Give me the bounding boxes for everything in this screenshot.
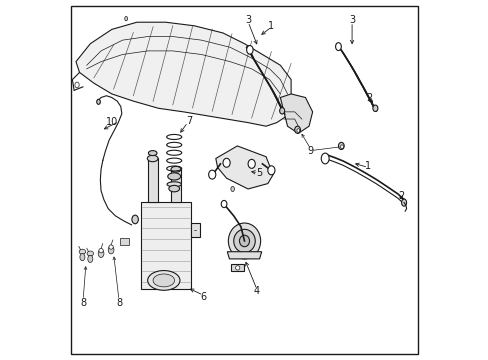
Polygon shape bbox=[215, 146, 273, 189]
Ellipse shape bbox=[79, 249, 85, 254]
Ellipse shape bbox=[98, 249, 104, 257]
Ellipse shape bbox=[148, 150, 157, 156]
Ellipse shape bbox=[340, 145, 343, 148]
Ellipse shape bbox=[167, 182, 181, 187]
Ellipse shape bbox=[87, 251, 93, 256]
Ellipse shape bbox=[108, 246, 114, 254]
Ellipse shape bbox=[267, 166, 274, 175]
Ellipse shape bbox=[279, 108, 284, 114]
Ellipse shape bbox=[230, 186, 234, 192]
Ellipse shape bbox=[338, 142, 344, 149]
Ellipse shape bbox=[80, 253, 85, 261]
Text: 7: 7 bbox=[185, 116, 192, 126]
Ellipse shape bbox=[171, 166, 181, 172]
Polygon shape bbox=[120, 238, 129, 245]
Polygon shape bbox=[76, 22, 290, 126]
Ellipse shape bbox=[223, 158, 230, 167]
Polygon shape bbox=[171, 169, 180, 202]
Ellipse shape bbox=[228, 223, 260, 259]
Ellipse shape bbox=[97, 99, 100, 104]
Ellipse shape bbox=[235, 266, 239, 270]
Ellipse shape bbox=[294, 126, 300, 134]
Ellipse shape bbox=[372, 105, 377, 112]
Text: 6: 6 bbox=[200, 292, 206, 302]
Text: 10: 10 bbox=[105, 117, 118, 127]
Ellipse shape bbox=[247, 159, 255, 168]
Text: 4: 4 bbox=[253, 286, 260, 296]
Ellipse shape bbox=[168, 185, 179, 192]
Polygon shape bbox=[280, 94, 312, 134]
Ellipse shape bbox=[321, 153, 328, 164]
Polygon shape bbox=[147, 158, 158, 202]
Text: 3: 3 bbox=[244, 15, 251, 26]
Ellipse shape bbox=[147, 271, 180, 290]
Ellipse shape bbox=[124, 17, 127, 21]
Polygon shape bbox=[190, 223, 199, 237]
Text: 1: 1 bbox=[268, 21, 274, 31]
Polygon shape bbox=[227, 252, 261, 259]
Ellipse shape bbox=[75, 82, 79, 88]
Ellipse shape bbox=[246, 45, 253, 54]
Ellipse shape bbox=[239, 235, 249, 247]
Ellipse shape bbox=[109, 245, 113, 249]
Text: 1: 1 bbox=[365, 161, 370, 171]
Text: 8: 8 bbox=[116, 298, 122, 308]
Ellipse shape bbox=[132, 215, 138, 224]
Text: 2: 2 bbox=[366, 93, 372, 103]
Text: 3: 3 bbox=[348, 15, 354, 26]
Ellipse shape bbox=[153, 274, 174, 287]
Text: 8: 8 bbox=[80, 298, 86, 308]
Ellipse shape bbox=[99, 248, 103, 253]
Ellipse shape bbox=[208, 170, 215, 179]
Ellipse shape bbox=[401, 199, 406, 206]
Ellipse shape bbox=[233, 229, 255, 253]
Ellipse shape bbox=[88, 255, 93, 262]
Text: 2: 2 bbox=[398, 191, 404, 201]
Ellipse shape bbox=[147, 155, 158, 162]
Text: 5: 5 bbox=[255, 168, 262, 178]
Ellipse shape bbox=[335, 42, 341, 50]
Ellipse shape bbox=[221, 201, 226, 208]
Ellipse shape bbox=[296, 129, 299, 132]
Polygon shape bbox=[230, 264, 244, 271]
Ellipse shape bbox=[167, 173, 180, 180]
Polygon shape bbox=[140, 202, 190, 289]
Text: 9: 9 bbox=[307, 145, 313, 156]
